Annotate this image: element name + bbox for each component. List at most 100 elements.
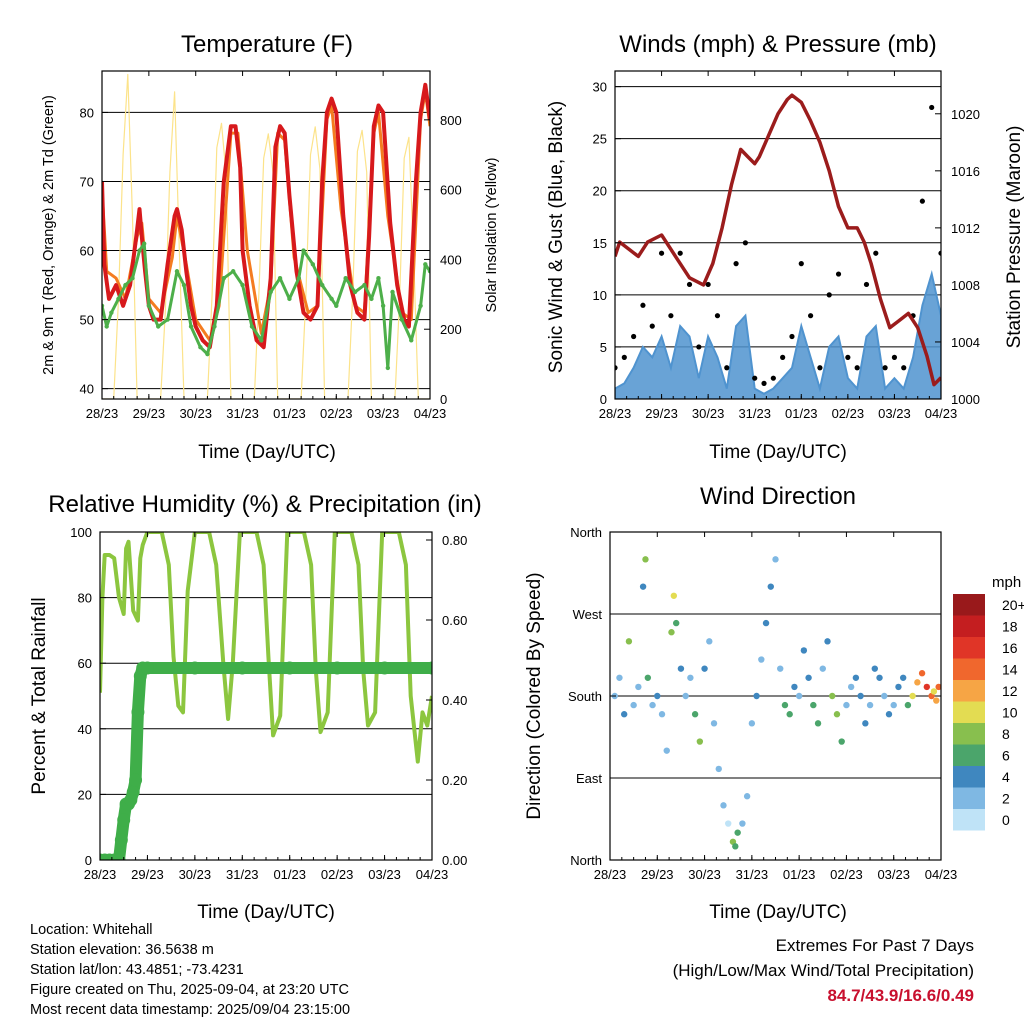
direction-point: [748, 720, 756, 727]
temperature-plot-area: [102, 73, 430, 399]
temperature-dewpoint-point: [212, 324, 217, 329]
direction-point: [668, 629, 675, 636]
temperature-dewpoint-point: [385, 365, 391, 371]
temperature-xtick-label: 31/23: [226, 406, 259, 421]
temperature-dewpoint-point: [231, 269, 236, 274]
station-latlon: Station lat/lon: 43.4851; -73.4231: [30, 962, 244, 978]
humidity-title: Relative Humidity (%) & Precipitation (i…: [48, 491, 481, 518]
direction-point: [781, 701, 789, 709]
direction-point: [725, 820, 732, 827]
temperature-dewpoint-point: [376, 275, 381, 281]
temperature-dewpoint-point: [146, 303, 152, 308]
winds-ytick-label: 30: [593, 80, 607, 95]
temperature-dewpoint-point: [409, 338, 414, 343]
temperature-axes-frame: [101, 70, 431, 400]
winds-gust-point: [742, 240, 749, 246]
figure-created: Figure created on Thu, 2025-09-04, at 23…: [30, 982, 349, 998]
temperature-dewpoint-point: [369, 296, 374, 302]
temperature-dewpoint-point: [109, 310, 114, 315]
winds-series-pressure: [615, 93, 941, 387]
temperature-y2label: Solar Insolation (Yellow): [484, 157, 500, 312]
temperature-xtick-label: 01/23: [273, 406, 306, 421]
temperature-xtick-label: 29/23: [133, 406, 166, 421]
humidity-ylabel: Percent & Total Rainfall: [29, 597, 50, 794]
humidity-series-precip: [100, 662, 432, 860]
winds-gust-point: [621, 354, 627, 360]
direction-ylabel: Direction (Colored By Speed): [524, 572, 545, 819]
temperature-dewpoint-point: [116, 296, 121, 302]
extremes-box: Extremes For Past 7 Days (High/Low/Max W…: [673, 933, 974, 1008]
winds-ytick-label: 25: [593, 132, 607, 147]
direction-point: [909, 692, 916, 700]
temperature-dewpoint-point: [198, 345, 203, 350]
direction-xtick-label: 03/23: [877, 867, 910, 882]
temperature-dewpoint-point: [343, 275, 348, 281]
winds-gust-point: [640, 302, 646, 308]
temperature-dewpoint-point: [130, 275, 135, 281]
direction-point: [838, 738, 845, 745]
humidity-ytick-label: 40: [78, 722, 92, 737]
direction-point: [930, 688, 938, 695]
direction-point: [777, 665, 784, 672]
winds-ytick-label: 20: [593, 184, 607, 199]
winds-gust-point: [668, 313, 674, 319]
temperature-dewpoint-point: [165, 317, 170, 322]
extremes-title: Extremes For Past 7 Days: [775, 936, 974, 955]
humidity-precip-point: [425, 661, 432, 675]
direction-point: [895, 683, 902, 691]
winds-y2tick-label: 1020: [951, 107, 980, 122]
temperature-ytick-label: 80: [80, 105, 94, 120]
direction-point: [829, 692, 836, 700]
direction-point: [881, 692, 888, 700]
direction-panel: Wind Direction 28/23 29/23 30/23 31/23 01/23…: [524, 483, 1024, 923]
direction-point: [743, 793, 751, 800]
temperature-dewpoint-point: [320, 282, 325, 288]
legend-swatch: [953, 809, 985, 831]
winds-xtick-label: 02/23: [832, 406, 865, 421]
temperature-dewpoint-point: [123, 282, 128, 288]
direction-xtick-label: 01/23: [783, 867, 816, 882]
direction-point: [923, 683, 931, 691]
legend-label: 0: [1002, 812, 1010, 828]
temperature-dewpoint-point: [141, 241, 147, 246]
station-elevation: Station elevation: 36.5638 m: [30, 942, 214, 958]
direction-point: [805, 674, 812, 681]
direction-point: [758, 656, 765, 663]
humidity-precip-point: [129, 773, 143, 787]
winds-gust-point: [752, 375, 758, 381]
winds-xlabel: Time (Day/UTC): [709, 442, 847, 463]
winds-xtick-label: 28/23: [599, 406, 632, 421]
direction-point: [691, 711, 699, 718]
winds-gust-point: [770, 375, 776, 381]
legend-label: 14: [1002, 662, 1018, 678]
winds-ytick-label: 5: [600, 340, 607, 355]
winds-y2tick-label: 1016: [951, 164, 980, 179]
direction-xtick-label: 30/23: [688, 867, 721, 882]
temperature-dewpoint-point: [181, 282, 187, 288]
winds-gust-point: [891, 354, 898, 360]
direction-point: [899, 674, 907, 681]
humidity-y2tick-label: 0.60: [442, 613, 467, 628]
humidity-precip-point: [330, 661, 344, 675]
winds-xtick-label: 30/23: [692, 406, 725, 421]
temperature-dewpoint-point: [240, 282, 245, 288]
temperature-xtick-label: 04/23: [414, 406, 447, 421]
direction-point: [847, 683, 855, 691]
temperature-ylabel: 2m & 9m T (Red, Orange) & 2m Td (Green): [41, 95, 57, 375]
legend-label: 2: [1002, 791, 1010, 807]
winds-y2tick-label: 1008: [951, 278, 980, 293]
humidity-xtick-label: 02/23: [321, 867, 354, 882]
temperature-dewpoint-point: [137, 248, 142, 253]
temperature-dewpoint-point: [277, 275, 283, 281]
direction-point: [642, 556, 649, 563]
direction-point: [824, 638, 831, 645]
direction-point: [677, 665, 685, 672]
winds-gust-point: [854, 365, 860, 371]
winds-gust-point: [863, 281, 870, 288]
legend-label: 6: [1002, 748, 1010, 764]
direction-point: [857, 692, 864, 700]
direction-point: [687, 674, 694, 681]
direction-point: [701, 665, 708, 672]
extremes-subtitle: (High/Low/Max Wind/Total Precipitation): [672, 961, 974, 980]
